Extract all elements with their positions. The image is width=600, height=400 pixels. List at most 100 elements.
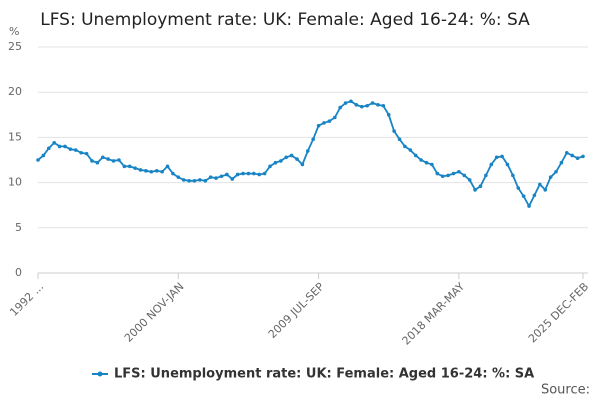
point (100, 155, 105, 160)
y-tick-label: 5 (15, 221, 22, 234)
point (521, 194, 526, 198)
point (230, 177, 235, 181)
point (171, 171, 175, 176)
point (149, 169, 154, 174)
x-tick-label: 2025 DEC-FEB (526, 280, 591, 345)
point (84, 151, 89, 156)
point (332, 115, 337, 120)
point (478, 184, 483, 189)
x-tick-label: 2018 MAR-MAY (400, 280, 468, 348)
chart-title: LFS: Unemployment rate: UK: Female: Aged… (40, 10, 530, 30)
point (516, 186, 521, 190)
point (214, 176, 218, 180)
point (198, 178, 202, 182)
point (160, 169, 164, 174)
point (386, 113, 391, 117)
point (370, 101, 375, 105)
point (376, 103, 380, 107)
y-tick-label: 20 (8, 85, 22, 98)
point (246, 171, 251, 176)
point (554, 169, 558, 174)
point (430, 162, 434, 167)
point (343, 101, 348, 105)
point (543, 188, 548, 192)
point (154, 169, 159, 173)
point (467, 178, 472, 182)
point (289, 153, 294, 158)
point (392, 129, 396, 133)
point (122, 164, 127, 169)
point (300, 162, 305, 167)
point (440, 174, 445, 179)
point (327, 119, 332, 123)
point (36, 158, 40, 162)
point (484, 173, 488, 178)
point (235, 172, 240, 177)
point (117, 158, 121, 162)
legend-marker (97, 371, 103, 377)
point (52, 141, 56, 145)
point (565, 150, 569, 155)
point (181, 178, 186, 182)
y-tick-label: 10 (8, 176, 22, 189)
point (413, 153, 418, 158)
point (176, 175, 181, 179)
point (349, 99, 353, 104)
x-tick-label: 2009 JUL-SEP (266, 280, 327, 341)
point (316, 123, 321, 128)
point (570, 153, 575, 158)
point (252, 171, 256, 176)
y-unit: % (9, 25, 19, 38)
point (68, 147, 73, 151)
point (257, 172, 262, 177)
series-line (37, 100, 584, 209)
x-tick-label: 1992 ... (7, 280, 46, 319)
point (403, 144, 407, 149)
y-tick-label: 0 (15, 266, 22, 279)
point (187, 178, 191, 183)
source: Source: (541, 383, 590, 398)
point (111, 159, 116, 163)
point (79, 150, 83, 155)
point (575, 156, 580, 160)
point (538, 182, 542, 187)
point (133, 166, 137, 170)
point (397, 137, 402, 142)
point (359, 104, 364, 109)
point (95, 160, 100, 165)
point (511, 173, 515, 178)
point (365, 103, 369, 108)
point (284, 155, 289, 160)
point (165, 164, 170, 169)
point (462, 173, 467, 178)
point (581, 154, 585, 159)
point (435, 171, 440, 176)
point (203, 178, 208, 183)
point (559, 160, 564, 165)
point (268, 164, 272, 169)
point (225, 172, 229, 177)
point (241, 171, 245, 176)
point (295, 157, 299, 161)
point (494, 155, 499, 160)
point (473, 188, 477, 192)
point (354, 103, 359, 107)
point (192, 178, 197, 183)
x-tick-label: 2000 NOV-JAN (122, 280, 187, 345)
point (63, 144, 67, 149)
point (219, 174, 224, 179)
point (457, 169, 461, 174)
point (451, 171, 456, 176)
point (106, 157, 110, 161)
point (311, 137, 315, 142)
point (208, 175, 213, 179)
point (57, 144, 62, 149)
point (489, 162, 494, 167)
y-tick-label: 25 (8, 40, 22, 53)
point (262, 171, 267, 176)
point (138, 168, 143, 172)
point (381, 103, 386, 108)
point (279, 159, 283, 163)
legend-label: LFS: Unemployment rate: UK: Female: Aged… (114, 367, 534, 382)
